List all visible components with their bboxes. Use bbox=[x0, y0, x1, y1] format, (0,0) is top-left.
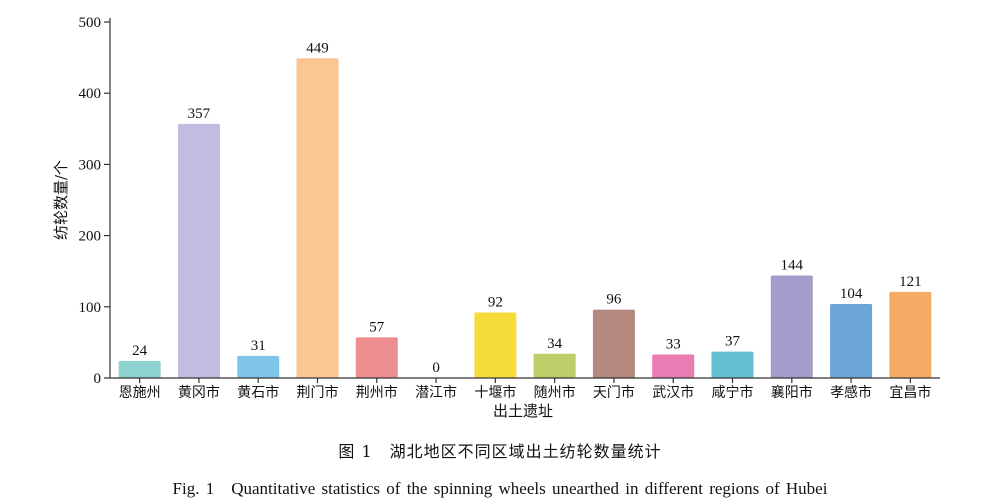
x-tick-label: 天门市 bbox=[593, 384, 635, 401]
x-axis: 恩施州 黄冈市 黄石市 荆门市 荆州市 潜江市 十堰市 随州市 天门市 武汉市 咸宁市 襄阳市 孝感市宜… bbox=[110, 377, 940, 401]
bar-value-label: 0 bbox=[432, 360, 440, 376]
bar bbox=[474, 312, 517, 378]
bar bbox=[889, 291, 932, 378]
bar-value-label: 57 bbox=[369, 319, 385, 335]
bar bbox=[592, 309, 635, 378]
x-tick-label: 恩施州 bbox=[119, 385, 161, 401]
bar-value-label: 92 bbox=[488, 294, 503, 310]
y-tick-label: 0 bbox=[94, 371, 102, 387]
bar bbox=[237, 355, 280, 378]
x-tick-label: 十堰市 bbox=[474, 384, 516, 401]
bar-value-label: 34 bbox=[547, 336, 563, 352]
y-tick-label: 400 bbox=[79, 86, 102, 102]
x-tick-label: 潜江市 bbox=[415, 384, 457, 401]
bar-value-label: 31 bbox=[251, 338, 266, 354]
x-tick-label: 黄石市 bbox=[237, 384, 279, 401]
x-tick-label: 襄阳市 bbox=[771, 384, 813, 401]
bar-value-label: 144 bbox=[781, 257, 804, 273]
y-axis: 0 100 200 300 400 500 bbox=[79, 15, 111, 387]
bar-value-label: 449 bbox=[306, 40, 329, 56]
bar bbox=[830, 303, 873, 378]
bar bbox=[652, 354, 695, 378]
bar-value-label: 24 bbox=[132, 343, 148, 359]
bar bbox=[711, 351, 754, 378]
x-tick-label: 武汉市 bbox=[652, 384, 694, 401]
x-tick-label: 宜昌市 bbox=[889, 384, 931, 401]
y-tick-label: 500 bbox=[79, 15, 102, 31]
bar-value-label: 37 bbox=[725, 334, 741, 350]
bar bbox=[296, 58, 339, 378]
bar-value-label: 357 bbox=[188, 106, 211, 122]
x-tick-label: 孝感市 bbox=[830, 384, 872, 401]
bar-chart: 0 100 200 300 400 500 24 357 31 449 57 0 92 34 96 33 37… bbox=[52, 15, 940, 420]
figure-caption-chinese: 图 1 湖北地区不同区域出土纺轮数量统计 bbox=[338, 442, 662, 461]
x-tick-label: 随州市 bbox=[534, 384, 576, 401]
bar-value-label: 33 bbox=[666, 337, 681, 353]
bar bbox=[177, 123, 220, 378]
y-tick-label: 100 bbox=[79, 300, 102, 316]
bar bbox=[533, 353, 576, 378]
x-tick-label: 咸宁市 bbox=[712, 384, 754, 401]
bar bbox=[118, 360, 161, 378]
y-tick-label: 200 bbox=[79, 229, 102, 245]
x-tick-label: 荆门市 bbox=[297, 384, 339, 401]
bar-value-label: 104 bbox=[840, 286, 863, 302]
figure-caption-english: Fig. 1 Quantitative statistics of the sp… bbox=[172, 479, 828, 498]
x-tick-label: 黄冈市 bbox=[178, 384, 220, 401]
bar-value-label: 96 bbox=[606, 292, 622, 308]
y-axis-label: 纺轮数量/个 bbox=[52, 160, 70, 240]
x-axis-label: 出土遗址 bbox=[493, 402, 553, 420]
bars: 24 357 31 449 57 0 92 34 96 33 37 144 104 121 bbox=[118, 40, 932, 378]
bar bbox=[355, 337, 398, 378]
x-tick-label: 荆州市 bbox=[356, 384, 398, 401]
y-tick-label: 300 bbox=[79, 157, 102, 173]
bar bbox=[770, 275, 813, 378]
bar-value-label: 121 bbox=[899, 274, 922, 290]
